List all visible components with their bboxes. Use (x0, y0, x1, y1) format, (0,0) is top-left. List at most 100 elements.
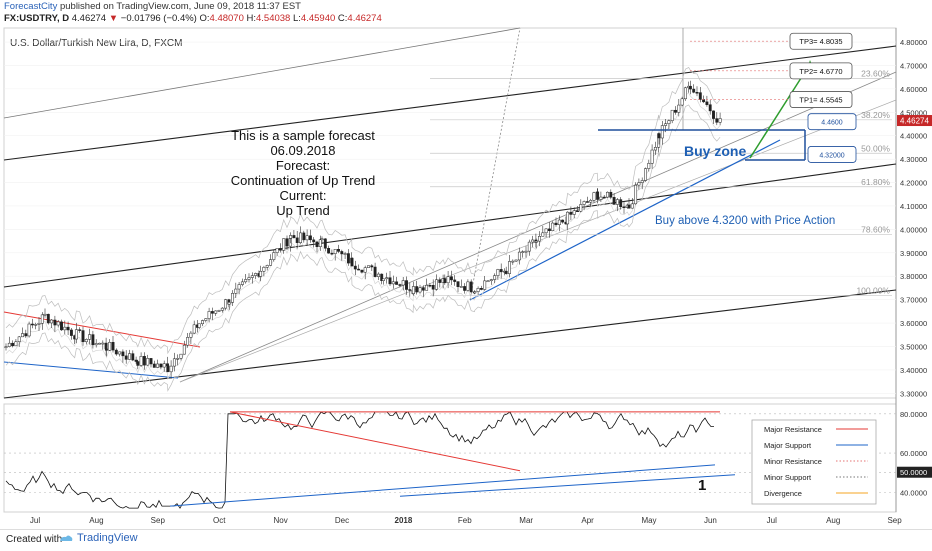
candle-body (63, 326, 67, 331)
candle-body (576, 210, 579, 212)
candle-body (637, 182, 641, 186)
last-price-axis-label: 4.46274 (900, 117, 929, 126)
candle-body (599, 196, 603, 200)
candle-body (566, 211, 570, 225)
candle-body (244, 279, 248, 283)
candle-body (288, 238, 292, 247)
candle-body (78, 329, 82, 331)
price-tick-label: 4.10000 (900, 202, 927, 211)
time-tick-label: Sep (151, 516, 166, 525)
candle-body (479, 288, 483, 290)
price-tick-label: 4.30000 (900, 155, 927, 164)
candle-body (343, 253, 347, 255)
zone-box (807, 146, 857, 163)
candle-body (172, 358, 176, 367)
candle-body (650, 149, 654, 164)
channel-lower-line (3, 289, 897, 399)
last-price: 4.46274 (71, 13, 107, 24)
candle-body (91, 334, 95, 346)
candle-body (370, 265, 374, 268)
candle-body (24, 333, 28, 337)
candle-body (547, 228, 551, 231)
down-arrow-icon: ▼ (108, 13, 119, 24)
tradingview-brand[interactable]: TradingView (58, 532, 138, 544)
fib-label: 78.60% (861, 225, 890, 235)
fib-label: 100.00% (856, 285, 890, 295)
high-value: 4.54038 (256, 13, 291, 24)
candle-body (269, 259, 272, 266)
osc-resistance-diag (229, 411, 521, 472)
price-tick-label: 4.60000 (900, 85, 927, 94)
candle-body (644, 168, 647, 181)
candle-body (606, 191, 609, 198)
candle-body (278, 248, 282, 251)
candle-body (531, 239, 535, 243)
target-label: TP2= 4.6770 (799, 67, 842, 76)
chart-title: U.S. Dollar/Turkish New Lira, D, FXCM (10, 38, 182, 49)
candle-body (476, 288, 480, 292)
candle-body (220, 307, 224, 311)
publisher-link[interactable]: ForecastCity (4, 1, 58, 12)
candle-body (557, 219, 561, 226)
candle-body (551, 222, 555, 231)
time-tick-label: Aug (826, 516, 840, 525)
osc-tick-label: 60.0000 (900, 449, 927, 458)
zone-price-labels: 4.4600 4.32000 (807, 113, 857, 163)
candle-body (320, 238, 324, 241)
time-tick-label: Dec (335, 516, 349, 525)
candle-body (381, 278, 385, 281)
candle-body (561, 219, 565, 223)
candle-body (197, 323, 201, 328)
candle-body (124, 355, 128, 360)
candle-body (493, 275, 497, 280)
candle-body (554, 222, 558, 226)
candle-body (496, 269, 500, 276)
candle-body (715, 118, 719, 123)
candle-body (508, 261, 511, 274)
candle-body (265, 265, 269, 268)
candle-body (612, 197, 616, 205)
candle-body (69, 329, 73, 336)
candle-body (353, 265, 357, 270)
oscillator (4, 411, 896, 509)
ma-band (5, 92, 721, 381)
candle-body (572, 210, 576, 215)
candle-body (418, 287, 422, 293)
price-tick-label: 3.60000 (900, 319, 927, 328)
candle-body (408, 289, 412, 291)
candle-body (237, 284, 241, 290)
candle-body (108, 342, 112, 351)
candle-body (443, 278, 447, 284)
candle-body (340, 251, 344, 255)
price-tick-label: 4.70000 (900, 61, 927, 70)
candle-body (609, 191, 613, 198)
high-label: H: (246, 13, 257, 24)
time-tick-label: Nov (273, 516, 287, 525)
candle-body (88, 334, 92, 340)
candle-body (415, 286, 419, 293)
candle-body (186, 337, 190, 346)
candle-body (653, 147, 657, 151)
candle-body (640, 180, 644, 183)
candle-body (534, 240, 538, 243)
candle-body (30, 323, 34, 326)
candle-body (46, 313, 50, 324)
candle-body (207, 311, 211, 319)
candle-body (391, 281, 395, 285)
ma-band (5, 104, 721, 392)
candle-body (21, 333, 24, 338)
candle-body (275, 248, 279, 253)
legend: Major Resistance Major Support Minor Resis… (751, 419, 877, 505)
candle-body (210, 311, 214, 314)
candle-body (4, 346, 8, 348)
candle-body (499, 269, 503, 273)
symbol: FX:USDTRY, D (4, 13, 70, 24)
candle-body (517, 251, 521, 261)
zone-label: 4.32000 (819, 152, 844, 159)
time-tick-label: Mar (519, 516, 533, 525)
candle-body (544, 228, 548, 234)
candle-body (136, 361, 140, 366)
candle-body (421, 287, 425, 291)
price-chart[interactable]: U.S. Dollar/Turkish New Lira, D, FXCM 4.… (0, 0, 932, 528)
close-value: 4.46274 (347, 13, 382, 24)
